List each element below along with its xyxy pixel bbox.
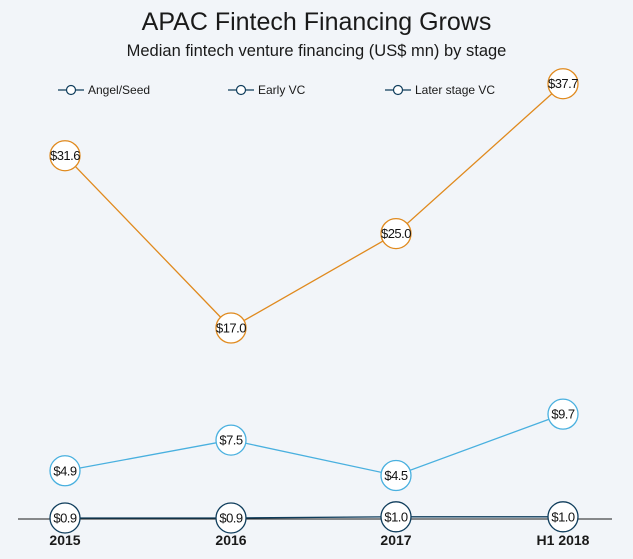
series-later-stage-vc: $31.6 $17.0 $25.0 $37.7	[49, 68, 579, 344]
data-point-early-vc-2016	[215, 424, 247, 456]
data-label-angel-seed-2015: $0.9	[53, 510, 77, 525]
x-tick-label-2016: 2016	[215, 532, 246, 548]
data-label-early-vc-2016: $7.5	[219, 433, 243, 448]
legend-marker-angel-seed	[65, 84, 77, 96]
series-line-later-stage-vc	[64, 83, 564, 329]
x-tick-label-2017: 2017	[380, 532, 411, 548]
legend-marker-later-stage-vc	[392, 84, 404, 96]
series-line-early-vc	[64, 413, 564, 477]
data-label-early-vc-2015: $4.9	[53, 463, 77, 478]
legend: Angel/Seed Early VC Later stage VC	[58, 83, 495, 97]
series-line-angel-seed	[65, 516, 563, 519]
data-point-later-stage-vc-2015	[49, 140, 81, 172]
data-point-angel-seed-2017	[380, 501, 412, 533]
data-label-later-stage-vc-h1-2018: $37.7	[548, 76, 578, 91]
data-point-angel-seed-2015	[49, 502, 81, 534]
series-layer: $0.9 $0.9 $1.0 $1.0 $4.9 $7.5 $4.5 $9.7 $31.6 $17…	[49, 68, 579, 534]
x-axis-ticks: 2015 2016 2017 H1 2018	[49, 532, 589, 548]
legend-label-early-vc: Early VC	[258, 83, 306, 97]
data-label-later-stage-vc-2017: $25.0	[381, 226, 411, 241]
data-label-angel-seed-2017: $1.0	[384, 509, 408, 524]
data-label-later-stage-vc-2016: $17.0	[216, 321, 246, 336]
legend-label-angel-seed: Angel/Seed	[88, 83, 150, 97]
data-label-early-vc-h1-2018: $9.7	[551, 407, 575, 422]
x-tick-label-h1-2018: H1 2018	[537, 532, 590, 548]
chart-title: APAC Fintech Financing Grows	[141, 8, 492, 36]
data-point-early-vc-2015	[49, 455, 81, 487]
data-label-angel-seed-2016: $0.9	[219, 510, 243, 525]
data-point-angel-seed-2016	[215, 502, 247, 534]
legend-item-later-stage-vc: Later stage VC	[385, 83, 495, 97]
legend-item-angel-seed: Angel/Seed	[58, 83, 150, 97]
series-angel-seed: $0.9 $0.9 $1.0 $1.0	[49, 501, 579, 534]
data-point-early-vc-h1-2018	[547, 398, 579, 430]
data-point-later-stage-vc-h1-2018	[547, 68, 579, 100]
data-point-angel-seed-h1-2018	[547, 501, 579, 533]
data-label-later-stage-vc-2015: $31.6	[50, 148, 80, 163]
data-point-later-stage-vc-2016	[215, 312, 247, 344]
data-point-early-vc-2017	[380, 459, 412, 492]
legend-item-early-vc: Early VC	[228, 83, 306, 97]
data-label-angel-seed-h1-2018: $1.0	[551, 509, 575, 524]
data-label-early-vc-2017: $4.5	[384, 468, 408, 483]
series-early-vc: $4.9 $7.5 $4.5 $9.7	[49, 398, 579, 492]
data-point-later-stage-vc-2017	[380, 217, 412, 250]
legend-marker-early-vc	[235, 84, 247, 96]
x-tick-label-2015: 2015	[49, 532, 80, 548]
legend-label-later-stage-vc: Later stage VC	[415, 83, 495, 97]
chart-subtitle: Median fintech venture financing (US$ mn…	[126, 42, 507, 60]
